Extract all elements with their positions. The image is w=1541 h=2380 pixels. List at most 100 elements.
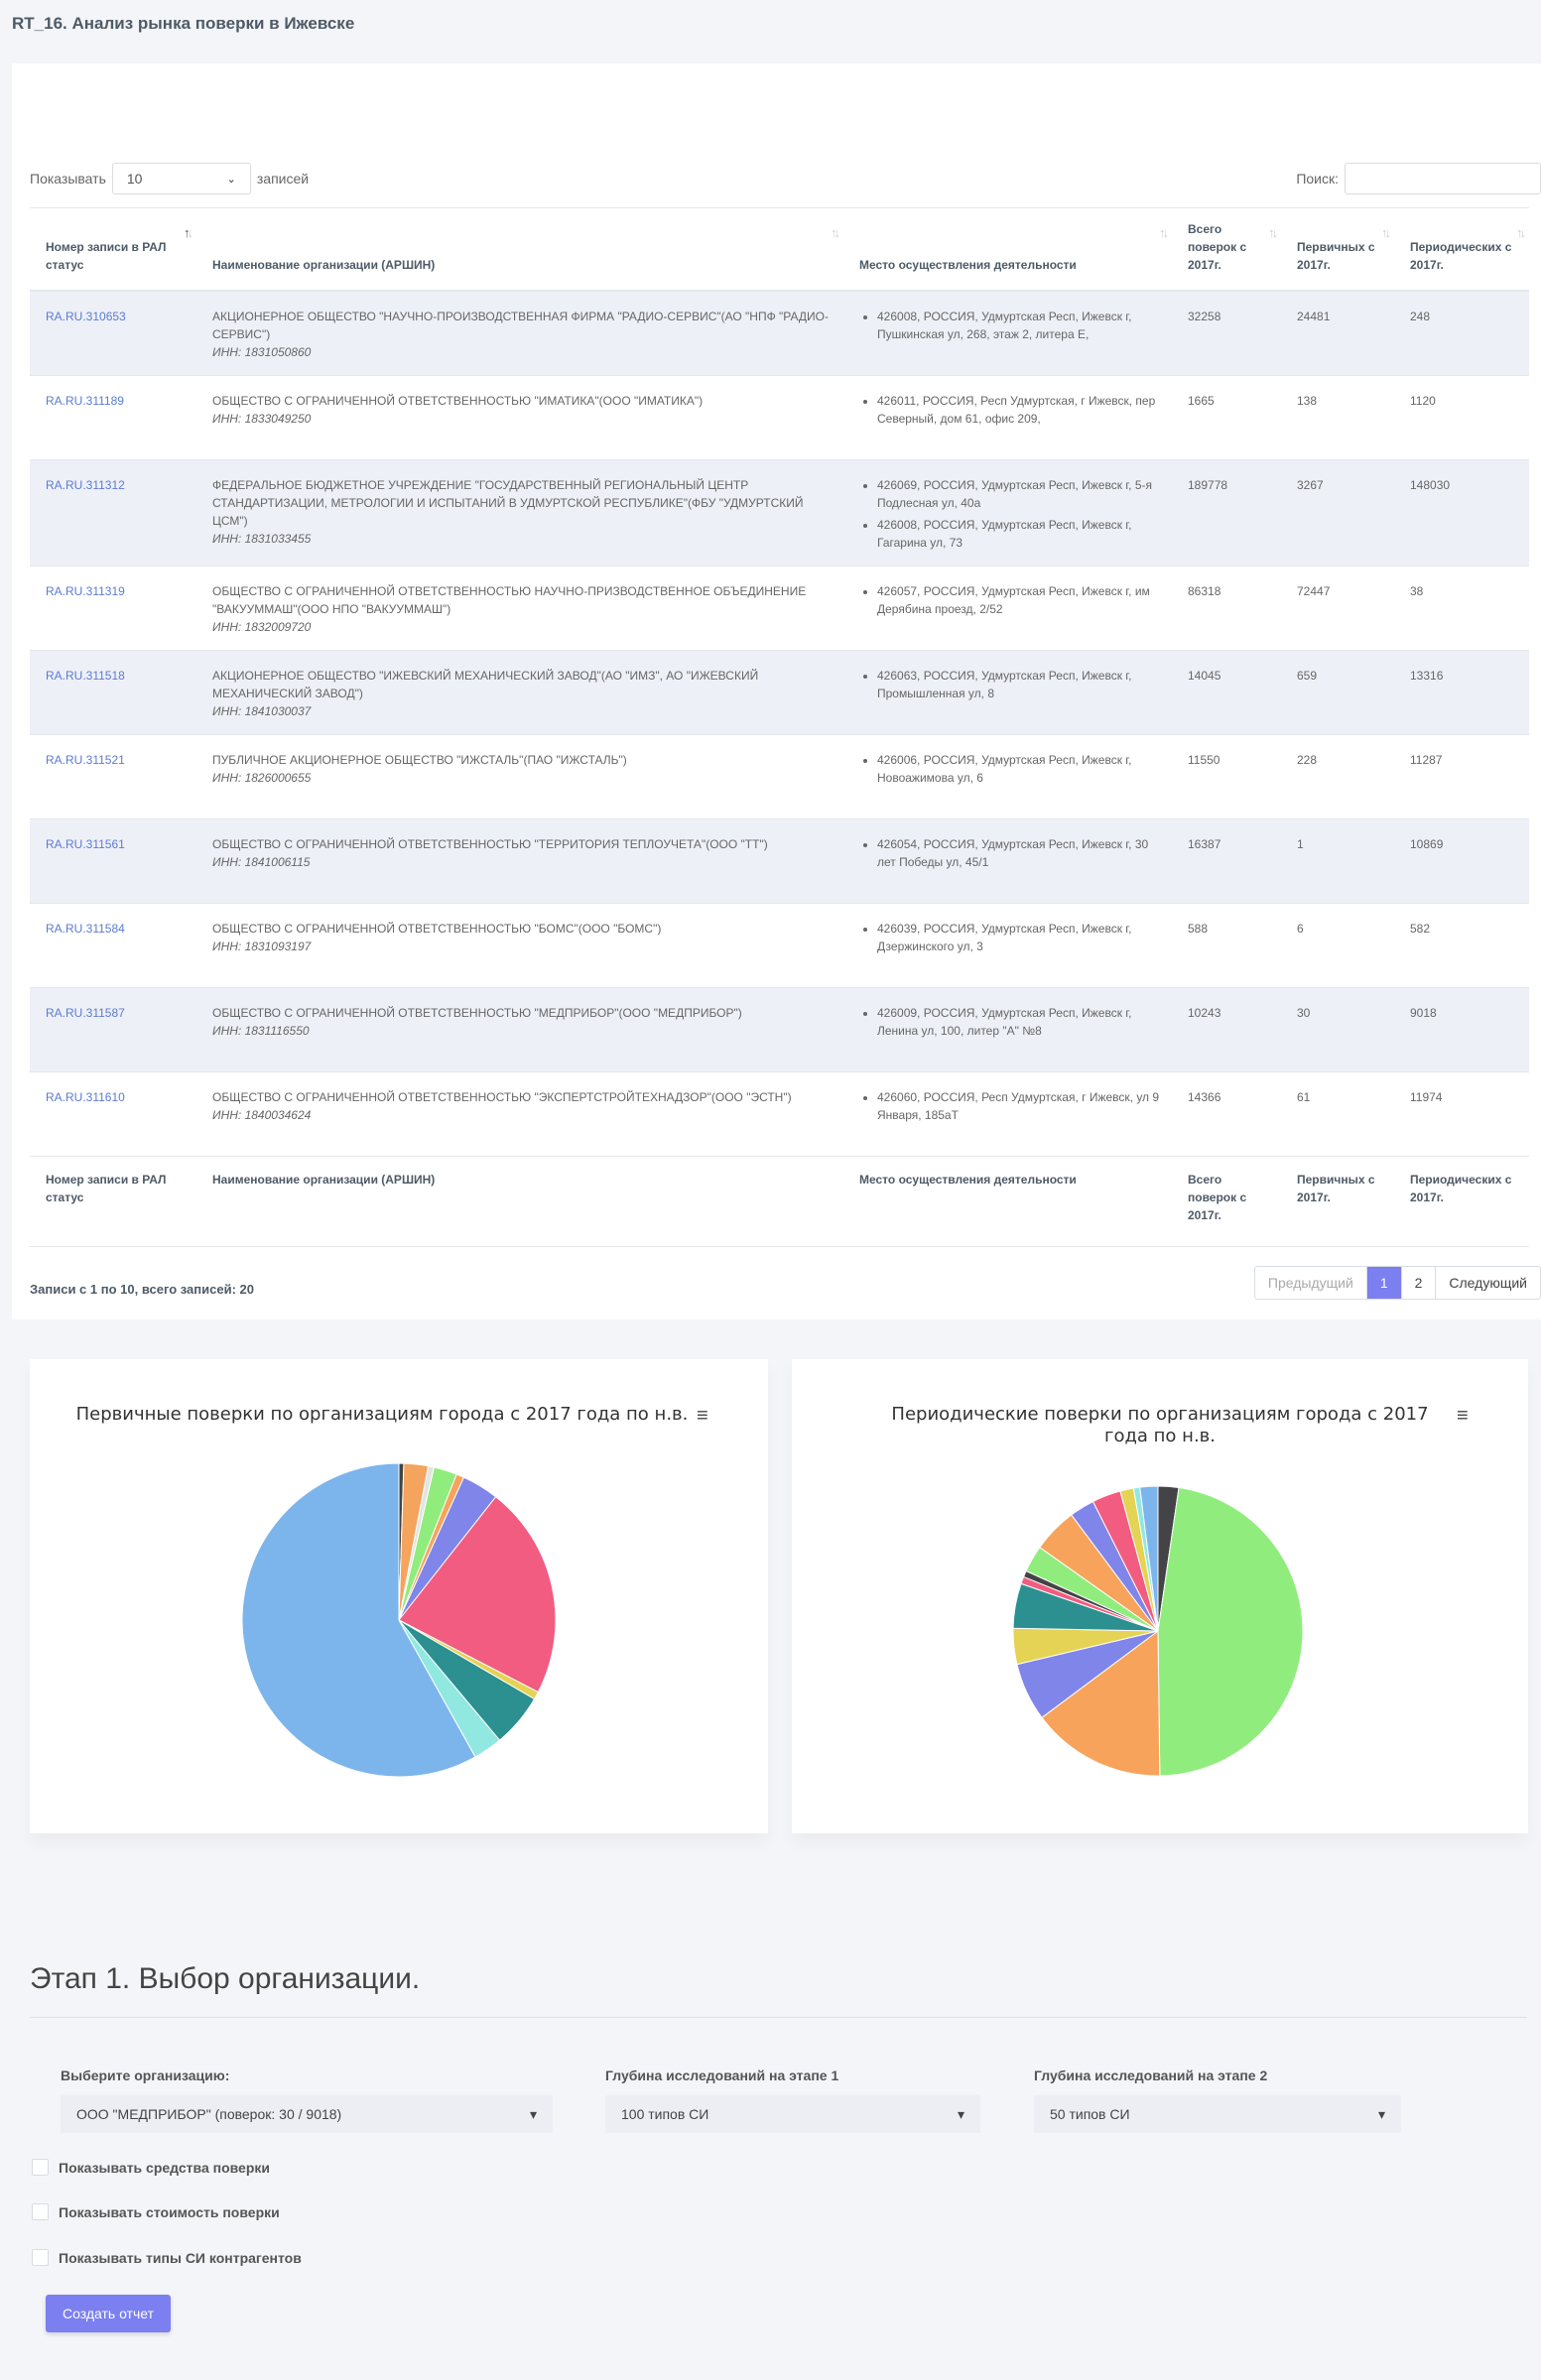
column-header[interactable]: Периодических с 2017г. ↑↓ — [1394, 207, 1529, 292]
primary-cell: 3267 — [1281, 458, 1394, 565]
sort-icon[interactable]: ↑↓ — [184, 225, 193, 240]
pie-slice[interactable] — [398, 1496, 557, 1693]
checkbox-show-counterparty-types[interactable]: Показывать типы СИ контрагентов — [32, 2249, 302, 2266]
periodic-cell: 582 — [1394, 902, 1529, 987]
column-header-label: Место осуществления деятельности — [859, 258, 1077, 272]
menu-icon[interactable]: ≡ — [697, 1405, 708, 1427]
record-link[interactable]: RA.RU.311587 — [46, 1005, 125, 1020]
record-id-cell: RA.RU.311312 — [30, 458, 196, 565]
sort-icon[interactable]: ↑↓ — [1159, 225, 1169, 240]
address-item: 426057, РОССИЯ, Удмуртская Респ, Ижевск … — [877, 582, 1162, 618]
search-input[interactable] — [1345, 163, 1541, 194]
address-item: 426054, РОССИЯ, Удмуртская Респ, Ижевск … — [877, 835, 1162, 871]
org-name-cell: ОБЩЕСТВО С ОГРАНИЧЕННОЙ ОТВЕТСТВЕННОСТЬЮ… — [196, 902, 843, 987]
periodic-cell: 11287 — [1394, 733, 1529, 818]
pie-slice[interactable] — [1139, 1485, 1159, 1632]
checkbox-show-cost[interactable]: Показывать стоимость поверки — [32, 2203, 280, 2220]
total-cell: 14045 — [1172, 649, 1281, 734]
primary-chart-card: Первичные поверки по организациям города… — [30, 1359, 768, 1833]
create-report-button[interactable]: Создать отчет — [46, 2295, 171, 2332]
primary-chart-title: Первичные поверки по организациям города… — [75, 1404, 689, 1425]
prev-page-button[interactable]: Предыдущий — [1267, 1275, 1353, 1291]
table-row: RA.RU.311312 ФЕДЕРАЛЬНОЕ БЮДЖЕТНОЕ УЧРЕЖД… — [30, 458, 1529, 565]
periodic-pie-chart — [1012, 1485, 1304, 1777]
next-page-button[interactable]: Следующий — [1435, 1267, 1540, 1299]
record-link[interactable]: RA.RU.311561 — [46, 836, 125, 851]
address-list: 426063, РОССИЯ, Удмуртская Респ, Ижевск … — [859, 667, 1162, 702]
step-title: Этап 1. Выбор организации. — [30, 1962, 421, 1995]
table-row: RA.RU.311521 ПУБЛИЧНОЕ АКЦИОНЕРНОЕ ОБЩЕСТ… — [30, 733, 1529, 818]
sort-icon[interactable]: ↑↓ — [831, 225, 840, 240]
total-cell: 11550 — [1172, 733, 1281, 818]
record-link[interactable]: RA.RU.311312 — [46, 477, 125, 492]
record-link[interactable]: RA.RU.311518 — [46, 668, 125, 683]
table-footer-row: Номер записи в РАЛ статус Наименование ор… — [30, 1155, 1529, 1247]
address-item: 426006, РОССИЯ, Удмуртская Респ, Ижевск … — [877, 751, 1162, 787]
record-link[interactable]: RA.RU.311319 — [46, 583, 125, 598]
address-cell: 426006, РОССИЯ, Удмуртская Респ, Ижевск … — [843, 733, 1172, 818]
sort-icon[interactable]: ↑↓ — [1268, 225, 1278, 240]
column-header[interactable]: Наименование организации (АРШИН) ↑↓ — [196, 207, 843, 292]
org-select[interactable]: ООО "МЕДПРИБОР" (поверок: 30 / 9018) ▾ — [61, 2095, 553, 2133]
table-row: RA.RU.311587 ОБЩЕСТВО С ОГРАНИЧЕННОЙ ОТВЕ… — [30, 986, 1529, 1071]
address-cell: 426008, РОССИЯ, Удмуртская Респ, Ижевск … — [843, 290, 1172, 375]
checkbox-label: Показывать стоимость поверки — [59, 2203, 280, 2220]
record-link[interactable]: RA.RU.310653 — [46, 310, 126, 323]
column-header-label: Номер записи в РАЛ статус — [46, 240, 167, 272]
periodic-cell: 11974 — [1394, 1070, 1529, 1156]
org-name: ФЕДЕРАЛЬНОЕ БЮДЖЕТНОЕ УЧРЕЖДЕНИЕ "ГОСУДА… — [212, 477, 804, 528]
column-header[interactable]: Всего поверок с 2017г. ↑↓ — [1172, 207, 1281, 292]
page-1-button[interactable]: 1 — [1365, 1267, 1401, 1299]
page-length-select[interactable]: 10 ⌄ — [111, 163, 251, 194]
record-link[interactable]: RA.RU.311521 — [46, 752, 125, 767]
depth2-select[interactable]: 50 типов СИ ▾ — [1034, 2095, 1401, 2133]
periodic-chart-title: Периодические поверки по организациям го… — [891, 1404, 1429, 1446]
address-cell: 426057, РОССИЯ, Удмуртская Респ, Ижевск … — [843, 564, 1172, 650]
checkbox-label: Показывать типы СИ контрагентов — [59, 2249, 302, 2266]
pagination: Предыдущий 1 2 Следующий — [1253, 1266, 1541, 1300]
address-cell: 426054, РОССИЯ, Удмуртская Респ, Ижевск … — [843, 817, 1172, 903]
checkbox-box[interactable] — [32, 2249, 49, 2266]
checkbox-box[interactable] — [32, 2203, 49, 2220]
org-name: ОБЩЕСТВО С ОГРАНИЧЕННОЙ ОТВЕТСТВЕННОСТЬЮ… — [212, 583, 807, 616]
search-control: Поиск: — [1296, 163, 1541, 194]
checkbox-show-tools[interactable]: Показывать средства поверки — [32, 2159, 270, 2176]
pie-slice[interactable] — [1157, 1486, 1304, 1777]
address-item: 426008, РОССИЯ, Удмуртская Респ, Ижевск … — [877, 516, 1162, 552]
record-link[interactable]: RA.RU.311189 — [46, 393, 124, 408]
address-list: 426039, РОССИЯ, Удмуртская Респ, Ижевск … — [859, 920, 1162, 955]
checkbox-box[interactable] — [32, 2159, 49, 2176]
record-link[interactable]: RA.RU.311584 — [46, 921, 125, 936]
column-header[interactable]: Место осуществления деятельности ↑↓ — [843, 207, 1172, 292]
records-table: Номер записи в РАЛ статус ↑↓ Наименование … — [30, 207, 1529, 1247]
records-label: записей — [256, 171, 310, 187]
record-link[interactable]: RA.RU.311610 — [46, 1089, 125, 1104]
column-header[interactable]: Первичных с 2017г. ↑↓ — [1281, 207, 1394, 292]
menu-icon[interactable]: ≡ — [1457, 1405, 1469, 1427]
sort-icon[interactable]: ↑↓ — [1516, 225, 1526, 240]
periodic-cell: 38 — [1394, 564, 1529, 650]
org-name: ОБЩЕСТВО С ОГРАНИЧЕННОЙ ОТВЕТСТВЕННОСТЬЮ… — [212, 1089, 792, 1104]
org-name: ОБЩЕСТВО С ОГРАНИЧЕННОЙ ОТВЕТСТВЕННОСТЬЮ… — [212, 393, 704, 408]
primary-cell: 72447 — [1281, 564, 1394, 650]
org-name: ОБЩЕСТВО С ОГРАНИЧЕННОЙ ОТВЕТСТВЕННОСТЬЮ… — [212, 836, 768, 851]
periodic-cell: 148030 — [1394, 458, 1529, 565]
total-cell: 16387 — [1172, 817, 1281, 903]
org-inn: ИНН: 1826000655 — [212, 770, 312, 785]
page-title: RT_16. Анализ рынка поверки в Ижевске — [12, 14, 355, 33]
total-cell: 86318 — [1172, 564, 1281, 650]
column-header[interactable]: Номер записи в РАЛ статус ↑↓ — [30, 207, 196, 292]
record-id-cell: RA.RU.311561 — [30, 817, 196, 903]
record-id-cell: RA.RU.311319 — [30, 564, 196, 650]
caret-down-icon: ▾ — [957, 2105, 964, 2122]
caret-down-icon: ▾ — [529, 2105, 537, 2122]
page-2-button[interactable]: 2 — [1400, 1267, 1436, 1299]
org-name: ОБЩЕСТВО С ОГРАНИЧЕННОЙ ОТВЕТСТВЕННОСТЬЮ… — [212, 921, 662, 936]
depth1-select[interactable]: 100 типов СИ ▾ — [605, 2095, 980, 2133]
pie-slice[interactable] — [241, 1462, 476, 1778]
sort-icon[interactable]: ↑↓ — [1381, 225, 1391, 240]
org-name-cell: ПУБЛИЧНОЕ АКЦИОНЕРНОЕ ОБЩЕСТВО "ИЖСТАЛЬ"… — [196, 733, 843, 818]
org-name: АКЦИОНЕРНОЕ ОБЩЕСТВО "НАУЧНО-ПРОИЗВОДСТВ… — [212, 310, 829, 341]
pie-slice[interactable] — [1041, 1630, 1161, 1777]
address-list: 426054, РОССИЯ, Удмуртская Респ, Ижевск … — [859, 835, 1162, 871]
